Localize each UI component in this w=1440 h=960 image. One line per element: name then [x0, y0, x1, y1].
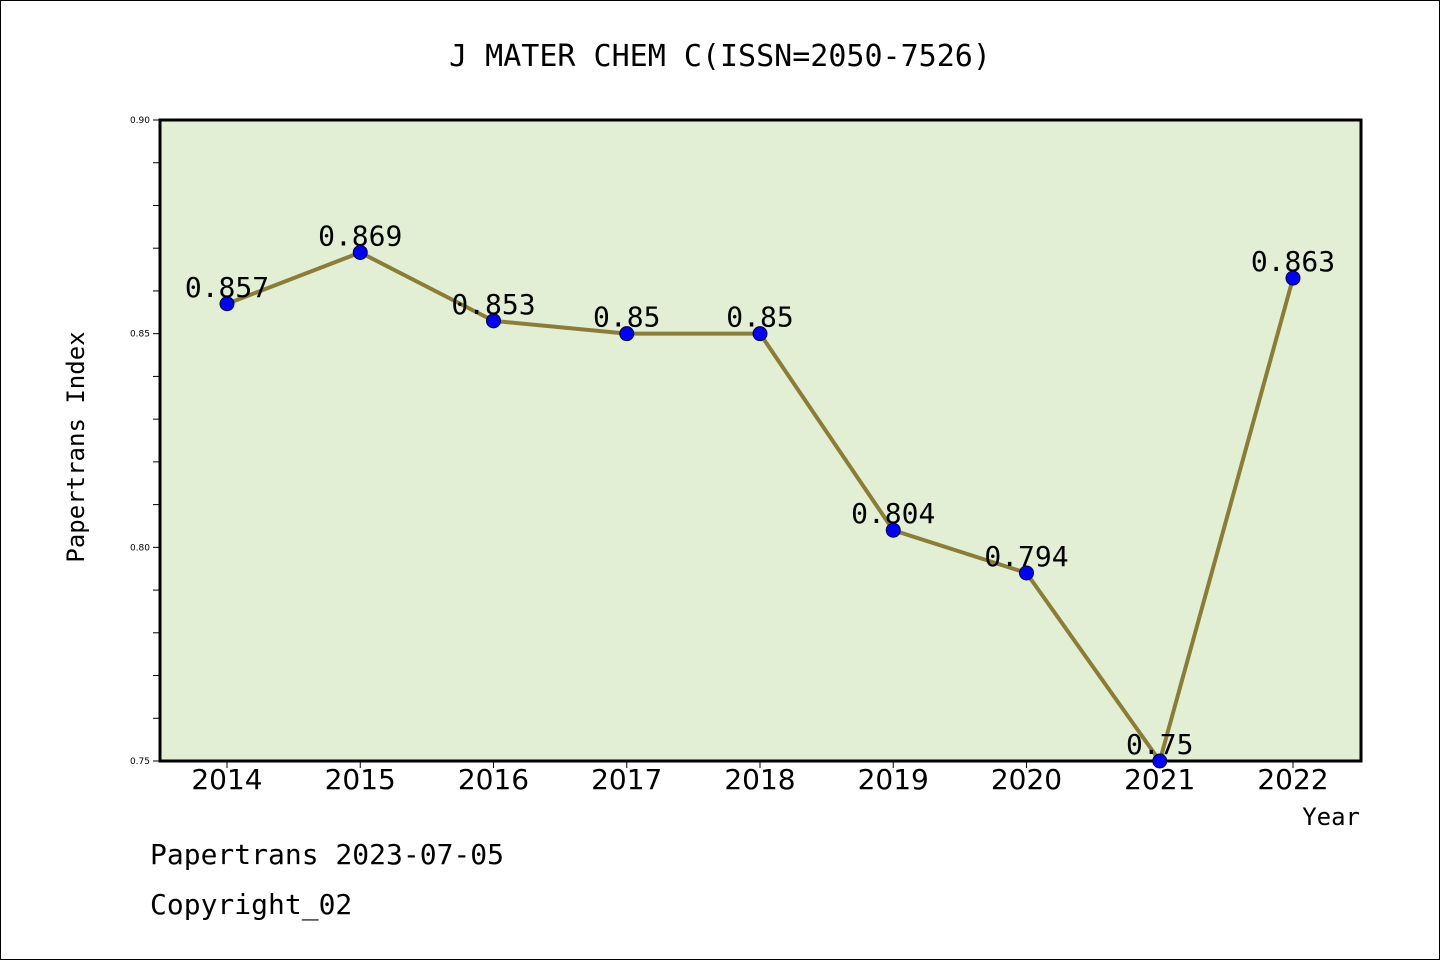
x-axis-label: Year: [1302, 803, 1360, 831]
data-point: [1019, 565, 1034, 581]
x-tick-label: 2017: [591, 763, 662, 796]
data-label: 0.85: [726, 301, 793, 334]
x-tick-label: 2019: [858, 763, 929, 796]
x-tick-label: 2018: [724, 763, 795, 796]
data-point: [752, 326, 768, 342]
series-line-group: [219, 244, 1301, 769]
data-label: 0.863: [1251, 245, 1335, 278]
x-tick-label: 2014: [191, 763, 262, 796]
data-label: 0.869: [318, 219, 402, 252]
x-tick-label: 2016: [458, 763, 529, 796]
data-label: 0.857: [185, 271, 269, 304]
footer-date: Papertrans 2023-07-05: [150, 838, 504, 871]
plot-area: [158, 118, 1363, 763]
footer-copyright: Copyright_02: [150, 888, 352, 922]
data-label: 0.804: [851, 497, 935, 530]
y-axis-label: Papertrans Index: [62, 331, 90, 562]
data-point: [1285, 270, 1301, 286]
data-labels: 0.857 0.869 0.853 0.85 0.85 0.804 0.794 0.75 0.8…: [185, 219, 1335, 761]
data-point: [486, 313, 501, 329]
data-label: 0.75: [1126, 728, 1193, 761]
data-label: 0.794: [984, 540, 1068, 573]
data-point: [219, 296, 235, 312]
y-tick-label: 0.75: [130, 757, 150, 767]
chart-title: J MATER CHEM C(ISSN=2050-7526): [449, 39, 991, 74]
data-label: 0.85: [593, 301, 660, 334]
y-tick-label: 0.85: [130, 330, 150, 340]
x-tick-label: 2022: [1257, 763, 1328, 796]
data-point: [352, 244, 368, 260]
data-point: [885, 522, 901, 538]
y-tick-label: 0.90: [130, 116, 150, 126]
data-point: [1152, 753, 1168, 769]
data-point: [619, 326, 635, 342]
x-tick-label: 2020: [991, 763, 1062, 796]
y-axis: 0.75 0.80 0.85 0.90: [130, 116, 160, 767]
data-label: 0.853: [451, 288, 535, 321]
y-tick-label: 0.80: [130, 543, 150, 553]
x-tick-label: 2015: [325, 763, 396, 796]
